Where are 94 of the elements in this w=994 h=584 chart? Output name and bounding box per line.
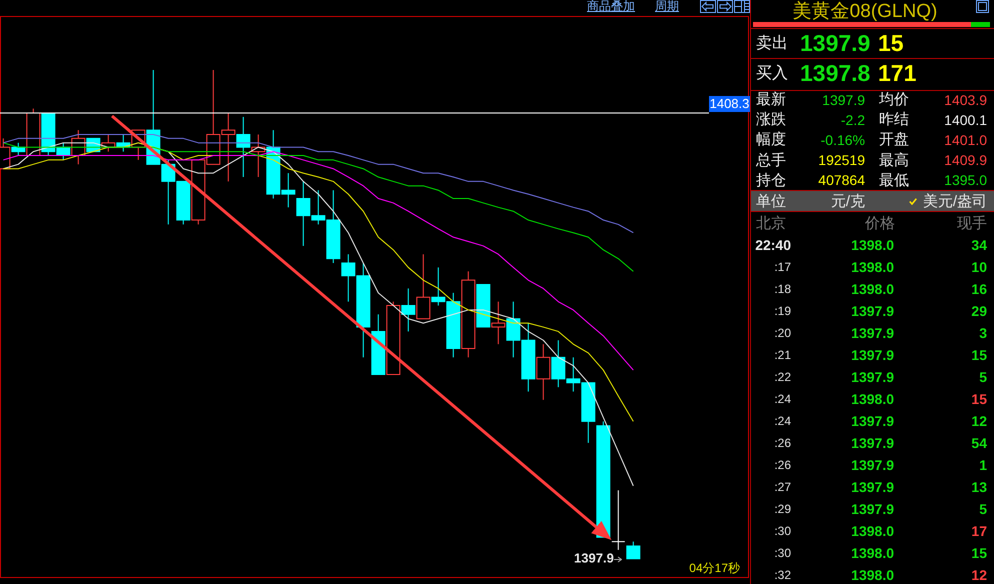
text: 1400.1 bbox=[944, 112, 987, 129]
text: 北京 bbox=[756, 215, 786, 233]
text: 卖出 bbox=[756, 34, 788, 54]
text: 昨结 bbox=[879, 111, 909, 130]
text: 17 bbox=[971, 522, 987, 540]
text: 15 bbox=[971, 544, 987, 562]
text: 5 bbox=[979, 368, 987, 386]
text: 1398.0 bbox=[851, 236, 894, 254]
text: 22:40 bbox=[755, 236, 791, 254]
text: 1397.9 bbox=[851, 324, 894, 342]
text: 16 bbox=[971, 280, 987, 298]
text: 美黄金08(GLNQ) bbox=[792, 0, 938, 24]
text: 1397.9 bbox=[800, 30, 870, 58]
text: 1398.0 bbox=[851, 522, 894, 540]
text: 192519 bbox=[818, 152, 865, 169]
text: 1397.9 bbox=[851, 500, 894, 518]
text: :32 bbox=[774, 568, 791, 582]
text: 1397.9 bbox=[851, 346, 894, 364]
text: 1398.0 bbox=[851, 258, 894, 276]
text: -2.2 bbox=[840, 112, 865, 129]
text: 元/克 bbox=[830, 192, 865, 210]
text: :18 bbox=[774, 282, 791, 296]
text: 1398.0 bbox=[851, 566, 894, 584]
text: 3 bbox=[979, 324, 987, 342]
text: 1397.9 bbox=[851, 368, 894, 386]
text: 1397.9 bbox=[851, 412, 894, 430]
text: :27 bbox=[774, 480, 791, 494]
text: 12 bbox=[971, 412, 987, 430]
text: 1397.9 bbox=[851, 456, 894, 474]
candlestick bbox=[611, 490, 626, 550]
text: :30 bbox=[774, 524, 791, 538]
text: :21 bbox=[774, 348, 791, 362]
text: 407864 bbox=[818, 172, 865, 190]
text: 5 bbox=[979, 500, 987, 518]
text: :20 bbox=[774, 326, 791, 340]
text: 10 bbox=[971, 258, 987, 276]
text: 持仓 bbox=[756, 172, 786, 190]
text: 1 bbox=[979, 456, 987, 474]
text: :26 bbox=[774, 436, 791, 450]
text: 1395.0 bbox=[944, 172, 987, 190]
text: 美元/盎司 bbox=[922, 192, 987, 210]
text: 最高 bbox=[879, 152, 909, 170]
text: 均价 bbox=[879, 91, 909, 109]
candlestick bbox=[626, 541, 640, 560]
text: :24 bbox=[774, 392, 791, 406]
text: 54 bbox=[971, 434, 987, 452]
text: 1397.9 bbox=[851, 302, 894, 320]
text: 15 bbox=[971, 390, 987, 408]
text: 商品叠加 bbox=[587, 0, 635, 13]
text: :29 bbox=[774, 502, 791, 516]
text: 1401.0 bbox=[944, 132, 987, 149]
text: 1398.0 bbox=[851, 390, 894, 408]
text: -0.16% bbox=[820, 132, 865, 149]
text: 涨跌 bbox=[756, 111, 786, 130]
text: 1403.9 bbox=[944, 92, 987, 108]
text: :19 bbox=[774, 304, 791, 318]
text: 最低 bbox=[879, 172, 909, 190]
text: 总手 bbox=[756, 152, 786, 170]
candlestick bbox=[236, 116, 250, 178]
text: 171 bbox=[878, 60, 916, 88]
text: 最新 bbox=[756, 91, 786, 109]
text: 周期 bbox=[655, 0, 679, 13]
text: :30 bbox=[774, 546, 791, 560]
text: 1397.8 bbox=[800, 60, 870, 88]
text: :17 bbox=[774, 260, 791, 274]
candlestick bbox=[11, 142, 26, 156]
text: 04分17秒 bbox=[689, 561, 740, 575]
text: 1397.9 bbox=[851, 478, 894, 496]
text: 1397.9 bbox=[851, 434, 894, 452]
text: 13 bbox=[971, 478, 987, 496]
text: 34 bbox=[971, 236, 987, 254]
text: 1397.9 bbox=[822, 92, 865, 108]
text: 幅度 bbox=[756, 131, 786, 150]
text: 现手 bbox=[957, 215, 987, 233]
text: 12 bbox=[971, 566, 987, 584]
candlestick bbox=[536, 344, 550, 400]
text: :26 bbox=[774, 458, 791, 472]
text: 1398.0 bbox=[851, 280, 894, 298]
text: 买入 bbox=[756, 64, 788, 84]
candlestick bbox=[416, 254, 430, 320]
candlestick bbox=[491, 301, 506, 345]
candlestick bbox=[401, 288, 416, 332]
text: 价格 bbox=[865, 215, 895, 233]
text: 开盘 bbox=[879, 131, 909, 150]
text: 1398.0 bbox=[851, 544, 894, 562]
text: 15 bbox=[971, 346, 987, 364]
text: 1409.9 bbox=[944, 152, 987, 169]
text: 1408.3 bbox=[709, 96, 750, 112]
text: :24 bbox=[774, 414, 791, 428]
annotation: 1397.9 bbox=[574, 550, 614, 566]
text: 29 bbox=[971, 302, 987, 320]
text: 15 bbox=[878, 30, 904, 58]
text: :22 bbox=[774, 370, 791, 384]
text: 单位 bbox=[756, 192, 786, 210]
